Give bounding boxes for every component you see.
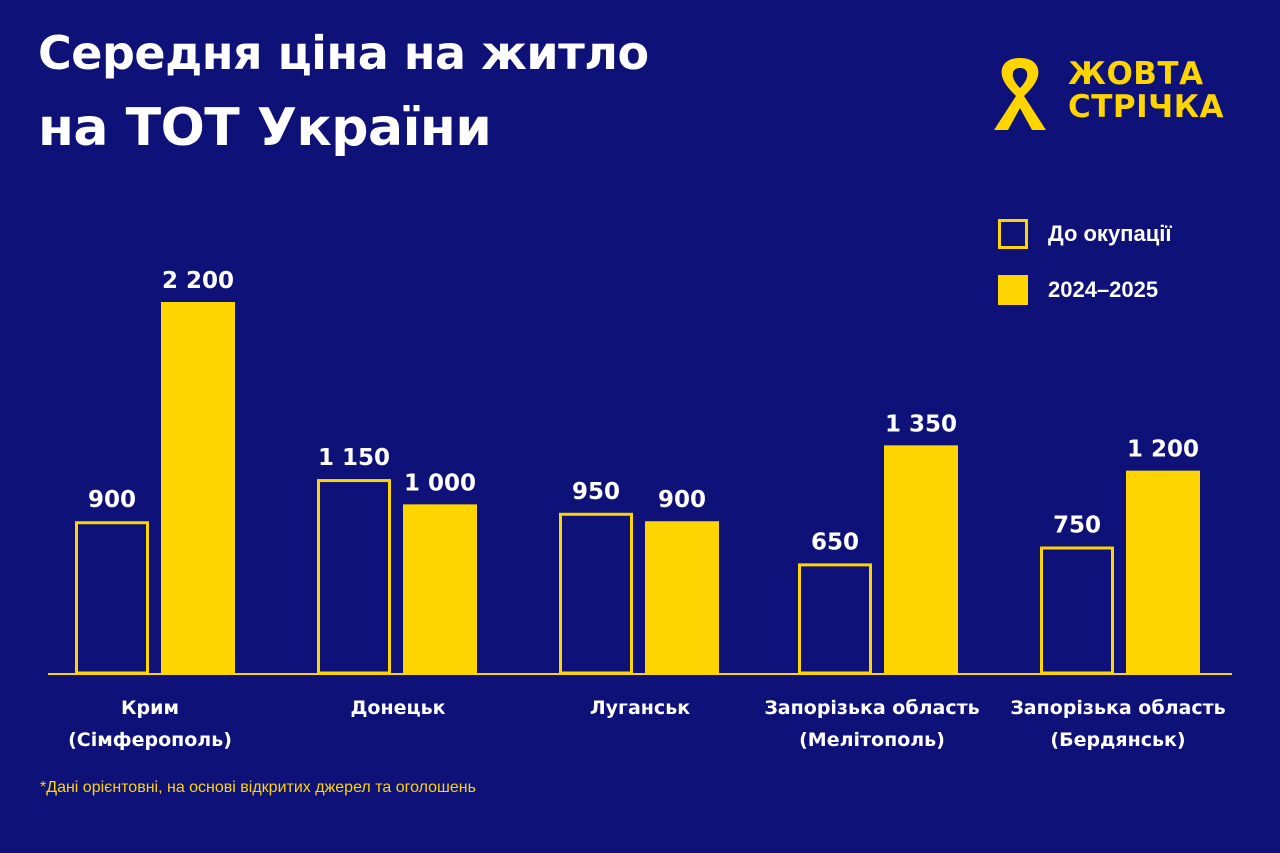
bar-before-occupation-1 bbox=[317, 479, 391, 675]
category-label-3-line-1: (Мелітополь) bbox=[799, 729, 945, 751]
bar-before-occupation-2 bbox=[559, 512, 633, 675]
legend-item-2024-2025: 2024–2025 bbox=[998, 274, 1172, 306]
data-label-before-occupation-0: 900 bbox=[88, 487, 136, 513]
category-label-3-line-0: Запорізька область bbox=[764, 697, 979, 719]
category-label-4-line-0: Запорізька область bbox=[1010, 697, 1225, 719]
data-label-2024-2025-3: 1 350 bbox=[885, 411, 957, 437]
data-label-2024-2025-2: 900 bbox=[658, 487, 706, 513]
data-label-before-occupation-1: 1 150 bbox=[318, 445, 390, 471]
chart-title: Середня ціна на житло на ТОТ України bbox=[38, 30, 649, 154]
chart-legend: До окупації 2024–2025 bbox=[998, 218, 1172, 330]
bar-2024-2025-4 bbox=[1126, 470, 1200, 673]
category-label-0-line-0: Крим bbox=[121, 697, 179, 719]
legend-label-2024-2025: 2024–2025 bbox=[1048, 277, 1159, 302]
brand-logo-line-1: ЖОВТА bbox=[1068, 56, 1204, 92]
bar-2024-2025-1 bbox=[403, 504, 477, 673]
legend-swatch-outline bbox=[998, 219, 1028, 249]
bar-2024-2025-0 bbox=[161, 302, 235, 673]
footnote: *Дані орієнтовні, на основі відкритих дж… bbox=[40, 779, 476, 796]
category-label-2-line-0: Луганськ bbox=[590, 697, 690, 719]
category-label-0-line-1: (Сімферополь) bbox=[68, 729, 232, 751]
legend-item-before-occupation: До окупації bbox=[998, 218, 1172, 250]
category-label-1-line-0: Донецьк bbox=[351, 697, 446, 719]
data-label-2024-2025-4: 1 200 bbox=[1127, 437, 1199, 463]
brand-logo: ЖОВТА СТРІЧКА bbox=[988, 54, 1248, 134]
data-label-before-occupation-3: 650 bbox=[811, 529, 859, 555]
chart-title-line-2: на ТОТ України bbox=[38, 98, 492, 158]
data-label-before-occupation-2: 950 bbox=[572, 479, 620, 505]
legend-swatch-filled bbox=[998, 275, 1028, 305]
brand-logo-line-2: СТРІЧКА bbox=[1068, 89, 1225, 126]
legend-label-before-occupation: До окупації bbox=[1048, 221, 1172, 246]
bar-before-occupation-0 bbox=[75, 521, 149, 675]
brand-logo-text: ЖОВТА СТРІЧКА bbox=[1068, 56, 1225, 126]
data-label-2024-2025-0: 2 200 bbox=[162, 268, 234, 294]
data-label-before-occupation-4: 750 bbox=[1053, 513, 1101, 539]
bar-2024-2025-3 bbox=[884, 445, 958, 673]
bar-2024-2025-2 bbox=[645, 521, 719, 673]
category-label-4-line-1: (Бердянськ) bbox=[1050, 729, 1185, 751]
bar-before-occupation-3 bbox=[798, 563, 872, 675]
chart-title-line-1: Середня ціна на житло bbox=[38, 26, 649, 80]
data-label-2024-2025-1: 1 000 bbox=[404, 470, 476, 496]
bar-before-occupation-4 bbox=[1040, 546, 1114, 675]
ribbon-icon bbox=[994, 58, 1046, 130]
